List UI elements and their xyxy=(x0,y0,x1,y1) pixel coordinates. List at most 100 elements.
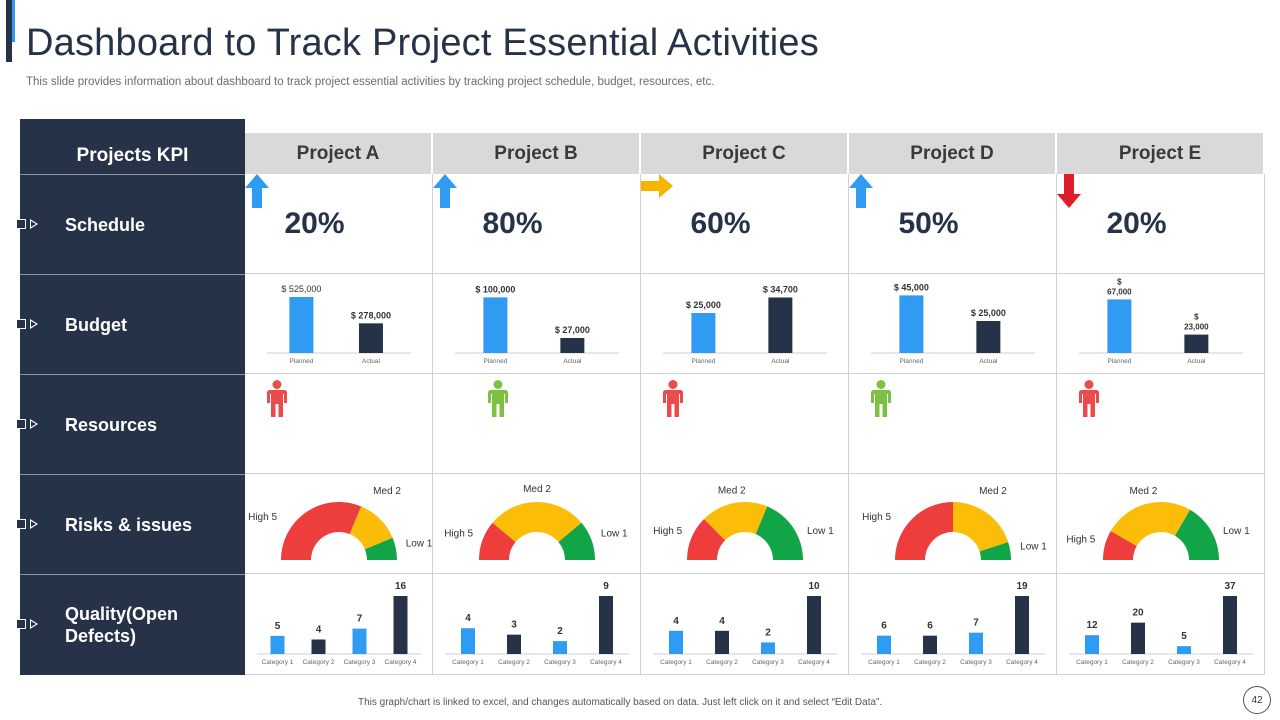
risks-cell: High 5 Med 2 Low 1 xyxy=(641,474,849,574)
budget-category-label: Actual xyxy=(563,358,582,365)
budget-value-label: $ 34,700 xyxy=(763,284,798,294)
gauge-low-label: Low 1 xyxy=(601,529,628,540)
quality-bar xyxy=(507,634,521,654)
quality-category-label: Category 4 xyxy=(798,659,830,666)
quality-cell: 12 Category 1 20 Category 2 5 Category 3 37 Cat… xyxy=(1057,574,1265,675)
quality-bar xyxy=(969,632,983,654)
quality-bar xyxy=(1223,596,1237,654)
quality-value-label: 6 xyxy=(927,621,933,632)
budget-bar xyxy=(1107,299,1132,353)
quality-chart: 5 Category 1 4 Category 2 7 Category 3 16 Categ… xyxy=(257,581,421,666)
person-green-icon xyxy=(267,380,432,426)
risk-gauge: High 5 Med 2 Low 1 xyxy=(1066,486,1250,560)
schedule-value: 20% xyxy=(1106,206,1167,240)
gauge-high-label: High 5 xyxy=(248,512,277,523)
quality-value-label: 37 xyxy=(1224,581,1236,592)
quality-value-label: 2 xyxy=(557,626,563,637)
person-red-icon xyxy=(663,380,828,472)
quality-bar xyxy=(923,635,937,654)
schedule-cell: 50% xyxy=(849,174,1057,274)
person-green-icon xyxy=(267,380,333,426)
project-header: Project A xyxy=(245,133,433,174)
quality-value-label: 16 xyxy=(395,581,407,592)
quality-value-label: 3 xyxy=(511,620,517,631)
quality-chart: 12 Category 1 20 Category 2 5 Category 3 37 Cat… xyxy=(1069,581,1253,666)
quality-category-label: Category 3 xyxy=(544,659,576,666)
row-marker-icon xyxy=(16,219,26,229)
kpi-column: Projects KPI Schedule Budget Resources R… xyxy=(16,119,245,675)
quality-bar xyxy=(807,596,821,654)
budget-category-label: Actual xyxy=(771,358,790,365)
row-triangle-icon xyxy=(30,219,38,229)
budget-bar xyxy=(768,297,793,353)
arrow-up-icon xyxy=(849,174,1007,242)
gauge-low-label: Low 1 xyxy=(807,526,834,537)
quality-category-label: Category 1 xyxy=(452,659,484,666)
arrow-up-icon xyxy=(433,174,591,242)
risk-gauge: High 5 Med 2 Low 1 xyxy=(248,486,433,560)
project-header: Project E xyxy=(1057,133,1265,174)
quality-bar xyxy=(1015,596,1029,654)
kpi-row-schedule: Schedule xyxy=(16,174,245,274)
quality-chart: 4 Category 1 4 Category 2 2 Category 3 10 Categ… xyxy=(653,581,837,666)
arrow-up-icon xyxy=(245,174,393,242)
schedule-value: 50% xyxy=(898,206,959,240)
budget-bar xyxy=(899,295,924,353)
person-green-icon xyxy=(267,380,366,426)
quality-value-label: 19 xyxy=(1016,581,1028,592)
budget-category-label: Planned xyxy=(691,358,715,365)
risks-cell: High 5 Med 2 Low 1 xyxy=(849,474,1057,574)
budget-value-label: $ xyxy=(1117,277,1122,286)
resources-cell xyxy=(433,374,641,474)
gauge-high-segment xyxy=(281,502,362,560)
budget-category-label: Planned xyxy=(1107,358,1131,365)
schedule-value: 20% xyxy=(284,206,345,240)
person-red-icon xyxy=(267,380,300,472)
gauge-med-segment xyxy=(1110,502,1190,546)
quality-category-label: Category 2 xyxy=(303,659,335,666)
gauge-low-segment xyxy=(1175,509,1219,560)
quality-category-label: Category 1 xyxy=(660,659,692,666)
quality-cell: 6 Category 1 6 Category 2 7 Category 3 19 Categ… xyxy=(849,574,1057,675)
kpi-row-budget: Budget xyxy=(16,274,245,374)
budget-category-label: Actual xyxy=(362,358,381,365)
schedule-cell: 20% xyxy=(245,174,433,274)
kpi-label: Schedule xyxy=(65,214,146,235)
gauge-high-segment xyxy=(895,502,953,560)
quality-category-label: Category 4 xyxy=(1006,659,1038,666)
budget-chart: $ 525,000 Planned $ 278,000 Actual xyxy=(267,284,411,365)
budget-bar xyxy=(289,297,314,353)
kpi-label: Quality(Open Defects) xyxy=(65,603,179,646)
gauge-high-segment xyxy=(687,518,726,560)
quality-category-label: Category 2 xyxy=(1122,659,1154,666)
budget-value-label: $ 278,000 xyxy=(351,310,391,320)
person-red-icon xyxy=(267,380,333,472)
budget-value-label: $ 27,000 xyxy=(555,325,590,335)
person-red-icon xyxy=(1079,380,1178,472)
risk-gauge: High 5 Med 2 Low 1 xyxy=(862,486,1047,560)
budget-bar xyxy=(358,323,383,353)
project-header: Project D xyxy=(849,133,1057,174)
quality-category-label: Category 2 xyxy=(706,659,738,666)
row-triangle-icon xyxy=(30,619,38,629)
person-green-icon xyxy=(871,380,1003,426)
kpi-label: Resources xyxy=(65,414,158,435)
budget-bar xyxy=(1184,334,1209,353)
quality-value-label: 5 xyxy=(275,621,281,632)
budget-value-label: $ 100,000 xyxy=(475,284,515,294)
budget-chart: $ 100,000 Planned $ 27,000 Actual xyxy=(455,284,619,365)
title-accent-bar-light xyxy=(12,0,15,42)
person-green-icon xyxy=(663,380,762,426)
page-subtitle: This slide provides information about da… xyxy=(26,76,715,88)
kpi-header: Projects KPI xyxy=(76,144,189,166)
quality-value-label: 9 xyxy=(603,581,609,592)
person-red-icon xyxy=(663,380,762,472)
quality-bar xyxy=(877,635,891,654)
person-green-icon xyxy=(871,380,937,426)
quality-bar xyxy=(393,596,408,654)
budget-bar xyxy=(691,313,716,353)
schedule-value: 80% xyxy=(482,206,543,240)
gauge-med-segment xyxy=(492,502,582,543)
budget-value-label: $ xyxy=(1194,313,1199,322)
quality-bar xyxy=(553,641,567,654)
